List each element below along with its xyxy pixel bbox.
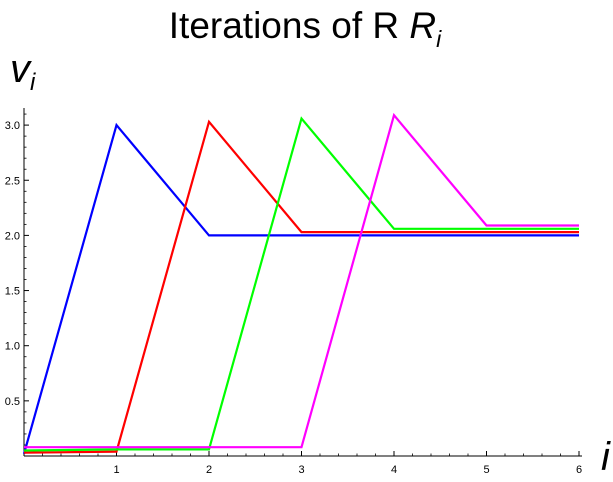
series-line-3 <box>23 116 579 452</box>
x-tick-label: 1 <box>113 464 119 476</box>
chart-title: Iterations of R Ri <box>169 5 442 52</box>
series-line-2 <box>23 119 579 454</box>
x-tick-label: 3 <box>298 464 304 476</box>
series-group <box>22 112 579 455</box>
x-tick-label: 6 <box>576 464 582 476</box>
y-tick-label: 2.0 <box>5 230 20 242</box>
x-tick-label: 5 <box>483 464 489 476</box>
chart-title-variable: R <box>399 5 436 46</box>
series-line-4 <box>24 112 579 449</box>
y-tick-label: 2.5 <box>5 175 20 187</box>
series-line-1 <box>22 122 579 455</box>
y-tick-label: 1.5 <box>5 286 20 298</box>
y-tick-label: 0.5 <box>5 396 20 408</box>
y-tick-label: 1.0 <box>5 341 20 353</box>
x-axis-label: i <box>601 435 611 479</box>
chart-title-subscript: i <box>436 26 442 52</box>
axis-ticks: 1 2 3 4 5 6 0.5 1.0 1.5 2.0 2.5 3.0 <box>5 113 582 476</box>
x-tick-label: 2 <box>206 464 212 476</box>
y-axis-label: vi <box>10 47 36 96</box>
y-axis-label-subscript: i <box>30 69 36 96</box>
chart-title-text: Iterations of R <box>169 5 399 46</box>
y-tick-label: 3.0 <box>5 120 20 132</box>
y-axis-label-main: v <box>10 47 32 91</box>
x-tick-label: 4 <box>391 464 397 476</box>
